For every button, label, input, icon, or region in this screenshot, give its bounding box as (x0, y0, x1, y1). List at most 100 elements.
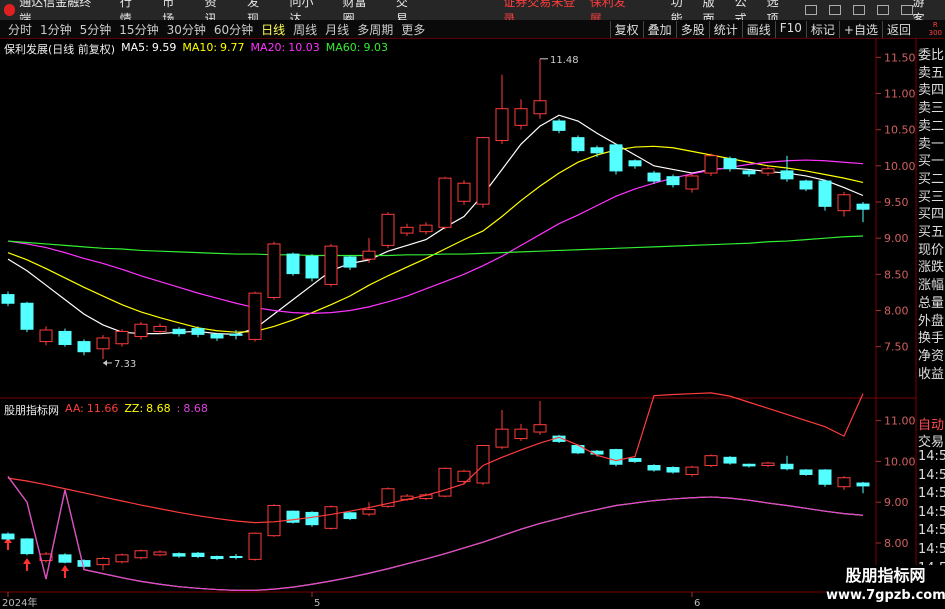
period-button[interactable]: 多周期 (357, 22, 394, 37)
candle-body (818, 180, 832, 207)
quote-label[interactable]: 卖五 (918, 65, 945, 81)
period-button[interactable]: 日线 (261, 22, 286, 37)
period-button[interactable]: 更多 (401, 22, 426, 37)
quote-label[interactable]: 买四 (918, 207, 945, 223)
quote-label[interactable]: 卖四 (918, 83, 945, 99)
badge: R 300 (929, 21, 942, 37)
action-button[interactable]: 叠加 (642, 20, 676, 38)
legend-item: MA10: 9.77 (182, 41, 244, 57)
candle-body (286, 510, 300, 523)
candle-body (324, 245, 338, 285)
candle-body (438, 177, 452, 228)
candle-body (248, 292, 262, 340)
candle-body (704, 455, 718, 466)
trade-time: 14:56 (918, 486, 945, 502)
quote-label[interactable]: 买三 (918, 189, 945, 205)
y-tick-label: 8.50 (884, 268, 909, 281)
legend-value: 10.03 (288, 41, 320, 54)
side-panel: 委比卖五卖四卖三 卖二卖一买一 买二买三买四买五现价涨跌涨幅 总量外盘换手 净资收益自动… (916, 38, 945, 609)
candle-body (400, 226, 414, 234)
quote-label[interactable]: 净资 (918, 348, 945, 364)
candle-body (742, 170, 756, 175)
action-button[interactable]: 复权 (609, 20, 643, 38)
candle-body (134, 323, 148, 338)
candle-body (609, 144, 623, 172)
legend-name: MA60: (325, 41, 361, 54)
quote-label[interactable]: 卖一 (918, 136, 945, 152)
period-button[interactable]: 30分钟 (166, 22, 206, 37)
quote-label[interactable]: 买五 (918, 225, 945, 240)
y-tick-label: 11.50 (884, 51, 916, 64)
candle-body (58, 330, 72, 345)
candle-body (609, 449, 623, 465)
quote-label[interactable]: 买二 (918, 171, 945, 187)
y-tick-label: 10.50 (884, 124, 916, 137)
candle-body (20, 302, 34, 330)
icon[interactable] (828, 5, 841, 15)
candle-body (837, 477, 851, 488)
quote-label[interactable]: 买一 (918, 154, 945, 170)
quote-label[interactable]: 委比 (918, 48, 945, 63)
action-button[interactable]: 标记 (805, 20, 839, 38)
quote-label[interactable]: 涨跌 (918, 260, 945, 276)
icon[interactable] (900, 5, 913, 15)
annotation: 7.33 (114, 359, 136, 370)
quote-label[interactable]: 现价 (918, 242, 945, 258)
candle-body (723, 456, 737, 464)
candle-body (96, 558, 110, 566)
quote-label[interactable]: 卖三 (918, 101, 945, 117)
candle-body (1, 533, 15, 540)
period-button[interactable]: 周线 (293, 22, 318, 37)
y-tick-label: 9.00 (884, 496, 909, 509)
y-tick-label: 11.00 (884, 88, 916, 101)
auto-button[interactable]: 自动 (918, 418, 945, 433)
action-button[interactable]: 多股 (675, 20, 709, 38)
action-button[interactable]: +自选 (838, 20, 882, 38)
legend-item: MA20: 10.03 (251, 41, 320, 57)
candle-body (457, 470, 471, 482)
quote-label[interactable]: 收益 (918, 366, 945, 382)
line-series (7, 159, 864, 314)
quote-label[interactable]: 总量 (918, 295, 945, 311)
quote-label[interactable]: 外盘 (918, 313, 945, 329)
candle-body (172, 553, 186, 557)
candle-body (153, 325, 167, 332)
candle-body (381, 488, 395, 507)
candle-body (115, 330, 129, 345)
y-tick-label: 10.00 (884, 160, 916, 173)
period-button[interactable]: 1分钟 (40, 22, 72, 37)
quote-label[interactable]: 换手 (918, 331, 945, 347)
candle-body (77, 341, 91, 353)
candle-body (799, 469, 813, 475)
period-button[interactable]: 分时 (8, 22, 33, 37)
period-button[interactable]: 月线 (325, 22, 350, 37)
trade-time: 14:56 (918, 504, 945, 520)
line-series (7, 392, 864, 524)
icon[interactable] (876, 5, 889, 15)
legend-value: 9.77 (220, 41, 245, 54)
candle-body (514, 108, 528, 126)
candle-body (305, 255, 319, 279)
icon[interactable] (852, 5, 865, 15)
candle-body (723, 158, 737, 170)
action-button[interactable]: 画线 (741, 20, 775, 38)
icon[interactable] (804, 5, 817, 15)
period-button[interactable]: 60分钟 (213, 22, 254, 37)
quote-label[interactable]: 卖二 (918, 118, 945, 134)
legend-name: AA: (65, 402, 84, 415)
actions: 复权 叠加 多股 统计 画线 F10 标记 +自选 返回 (609, 20, 915, 38)
signal-arrow (23, 558, 31, 571)
toolbar: 分时 1分钟 5分钟 15分钟 30分钟 60分钟 日线 周线 月线 多周期 更多 复权 叠加 多股 统计… (0, 20, 945, 39)
trade-label[interactable]: 交易 (918, 435, 945, 450)
signal-arrow (61, 565, 69, 578)
period-button[interactable]: 5分钟 (79, 22, 112, 37)
quote-label[interactable]: 涨幅 (918, 278, 945, 294)
period-button[interactable]: 15分钟 (119, 22, 159, 37)
candle-body (362, 250, 376, 260)
candle-body (628, 458, 642, 462)
action-button[interactable]: F10 (774, 20, 806, 38)
action-button[interactable]: 统计 (708, 20, 742, 38)
candle-body (39, 329, 53, 343)
trade-time: 14:56 (918, 523, 945, 539)
action-button[interactable]: 返回 (881, 20, 915, 38)
